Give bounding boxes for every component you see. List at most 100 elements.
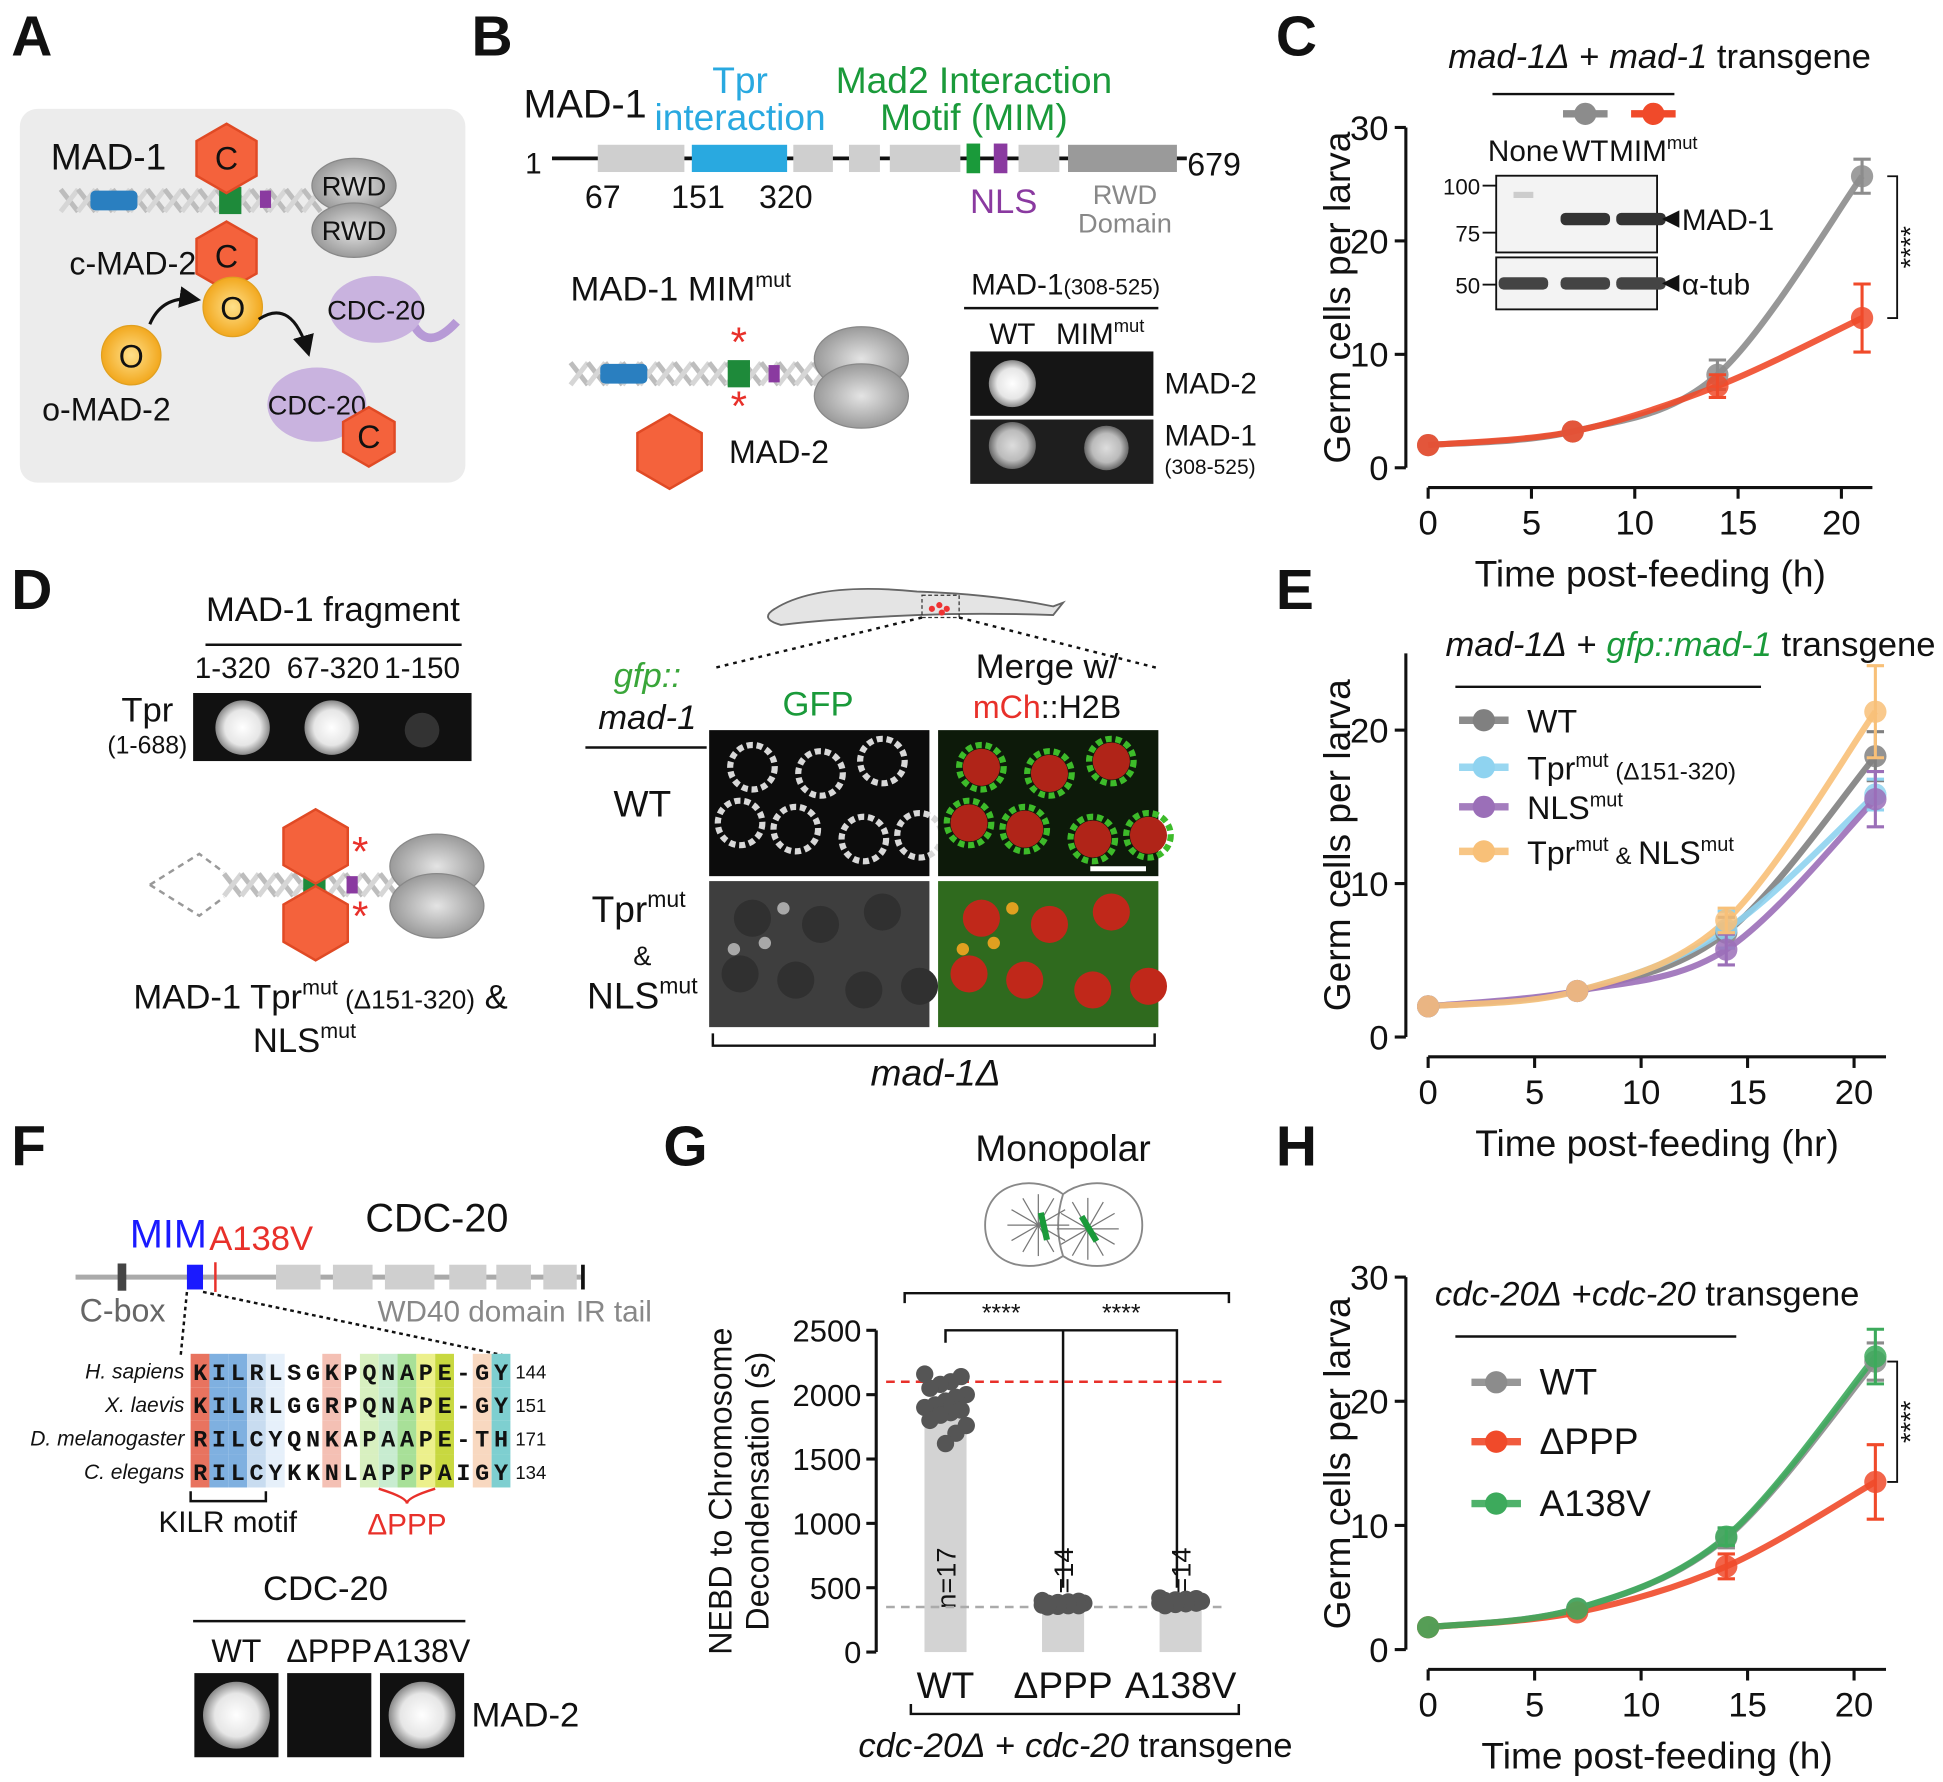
panel-label-part: F (11, 1115, 46, 1179)
alignment-cell (416, 1387, 436, 1421)
label: Tprmut (592, 886, 687, 930)
label: α-tub (1682, 269, 1750, 302)
legend-marker (1485, 1492, 1508, 1515)
blot-spot (203, 1681, 270, 1749)
label-part: ΔPPP (367, 1509, 446, 1542)
nuclear-envelope (770, 803, 822, 855)
significance-label: **** (1102, 1301, 1141, 1328)
label: MAD-2 (1165, 368, 1257, 401)
nucleus (962, 899, 1000, 937)
coiled-coil (256, 872, 278, 898)
x-tick-label-part: 5 (1525, 1074, 1544, 1112)
label-part: 50 (1455, 273, 1480, 298)
alignment-cell (416, 1420, 436, 1455)
label-part: 67 (585, 179, 621, 215)
alignment-cell (397, 1353, 417, 1388)
legend-label-part: WT (1540, 1361, 1598, 1403)
chart-title-part: + (1570, 38, 1609, 76)
label-part: KILRLSGKPQNAPE-GY (193, 1361, 513, 1388)
label-part: CDC-20 (327, 294, 425, 325)
legend-label-part: & (1609, 843, 1639, 870)
blot-band (1560, 212, 1611, 226)
germ-cell (943, 605, 950, 612)
label: Domain (1078, 208, 1172, 239)
worm (767, 588, 1066, 626)
x-tick-label-part: 0 (1419, 1074, 1438, 1112)
chart-title-part: mad-1Δ (1445, 626, 1566, 664)
alignment-cell (228, 1420, 248, 1455)
germ-cell (938, 609, 945, 616)
alignment-cell (209, 1454, 229, 1488)
nucleus (1129, 967, 1168, 1005)
legend-marker (1485, 1430, 1508, 1453)
mim-box (186, 1264, 204, 1290)
data-point (1706, 374, 1729, 398)
label: CDC-20 (327, 294, 425, 325)
mad2-closed (636, 413, 703, 491)
alignment-cell (228, 1353, 248, 1388)
label-part: & (633, 940, 651, 971)
label-part: Motif (MIM) (880, 96, 1068, 138)
y-tick-label-part: 0 (1369, 450, 1388, 488)
mim-region (727, 360, 750, 388)
panel-label: A (11, 5, 52, 69)
label-part: MAD-1 fragment (206, 591, 460, 629)
y-tick-label-part: 500 (810, 1571, 862, 1606)
label: 171 (515, 1428, 546, 1449)
label: KILRLSGKPQNAPE-GY (193, 1361, 513, 1388)
data-point (1864, 700, 1887, 723)
legend-label-part: mut (1590, 789, 1624, 811)
label: MAD-2 (729, 434, 829, 470)
label: O (220, 290, 245, 326)
alignment-cell (322, 1387, 342, 1421)
label-part: mad-1Δ (871, 1051, 1001, 1093)
y-tick-label: 10 (1350, 866, 1389, 904)
nuclear-envelope (727, 741, 778, 793)
alignment-cell (378, 1454, 398, 1488)
significance-bracket (944, 1329, 1179, 1588)
y-axis-label: Germ cells per larva (1316, 1297, 1358, 1629)
x-axis-label-part: Time post-feeding (h) (1475, 553, 1826, 595)
label-part: RILCYKKNLAPPPAIGY (193, 1461, 513, 1488)
legend-label-part: NLS (1527, 790, 1590, 826)
label: CDC-20 (263, 1570, 388, 1608)
coiled-coil (274, 872, 296, 898)
label-part: C-box (80, 1293, 166, 1329)
data-point (921, 1411, 939, 1430)
chart-title-part: Monopolar (975, 1127, 1150, 1169)
x-tick-label-part: 10 (1622, 1074, 1661, 1112)
data-point (1850, 165, 1874, 188)
x-tick-label: 15 (1728, 1686, 1767, 1724)
nucleus (962, 748, 1000, 786)
germ-cell (928, 605, 935, 612)
label: MIMmut (1056, 315, 1144, 351)
y-tick-label-part: 2500 (793, 1313, 862, 1348)
legend-label: ΔPPP (1540, 1420, 1639, 1462)
y-axis-label: Germ cells per larva (1316, 679, 1358, 1011)
legend-label: Tprmut (Δ151-320) (1527, 750, 1736, 787)
label: MAD-1 (1682, 204, 1774, 237)
label-part: MAD-2 (472, 1696, 580, 1734)
label: NLSmut (587, 973, 698, 1017)
cell-shadow (777, 961, 815, 999)
band-pointer (1662, 210, 1680, 228)
x-axis-label: Time post-feeding (h) (1481, 1734, 1832, 1776)
nuclear-envelope (857, 735, 908, 787)
data-point (1715, 938, 1738, 961)
n-label: n=17 (930, 1547, 961, 1608)
y-tick-label-part: 30 (1350, 1259, 1389, 1297)
y-tick-label: 10 (1350, 337, 1389, 375)
alignment-cell (209, 1387, 229, 1421)
alignment-cell (359, 1454, 379, 1488)
coiled-coil (360, 872, 382, 898)
x-tick-label: 0 (1419, 1074, 1438, 1112)
alignment-cell (190, 1420, 210, 1455)
label: MAD-1 (1165, 420, 1257, 453)
label: 67-320 (287, 652, 379, 685)
x-tick-label-part: 10 (1622, 1686, 1661, 1724)
arrow (148, 286, 202, 325)
alignment-cell (435, 1420, 454, 1455)
fit-line (1427, 709, 1878, 1010)
label: 134 (515, 1462, 546, 1483)
closed-label-part: C (215, 141, 238, 177)
